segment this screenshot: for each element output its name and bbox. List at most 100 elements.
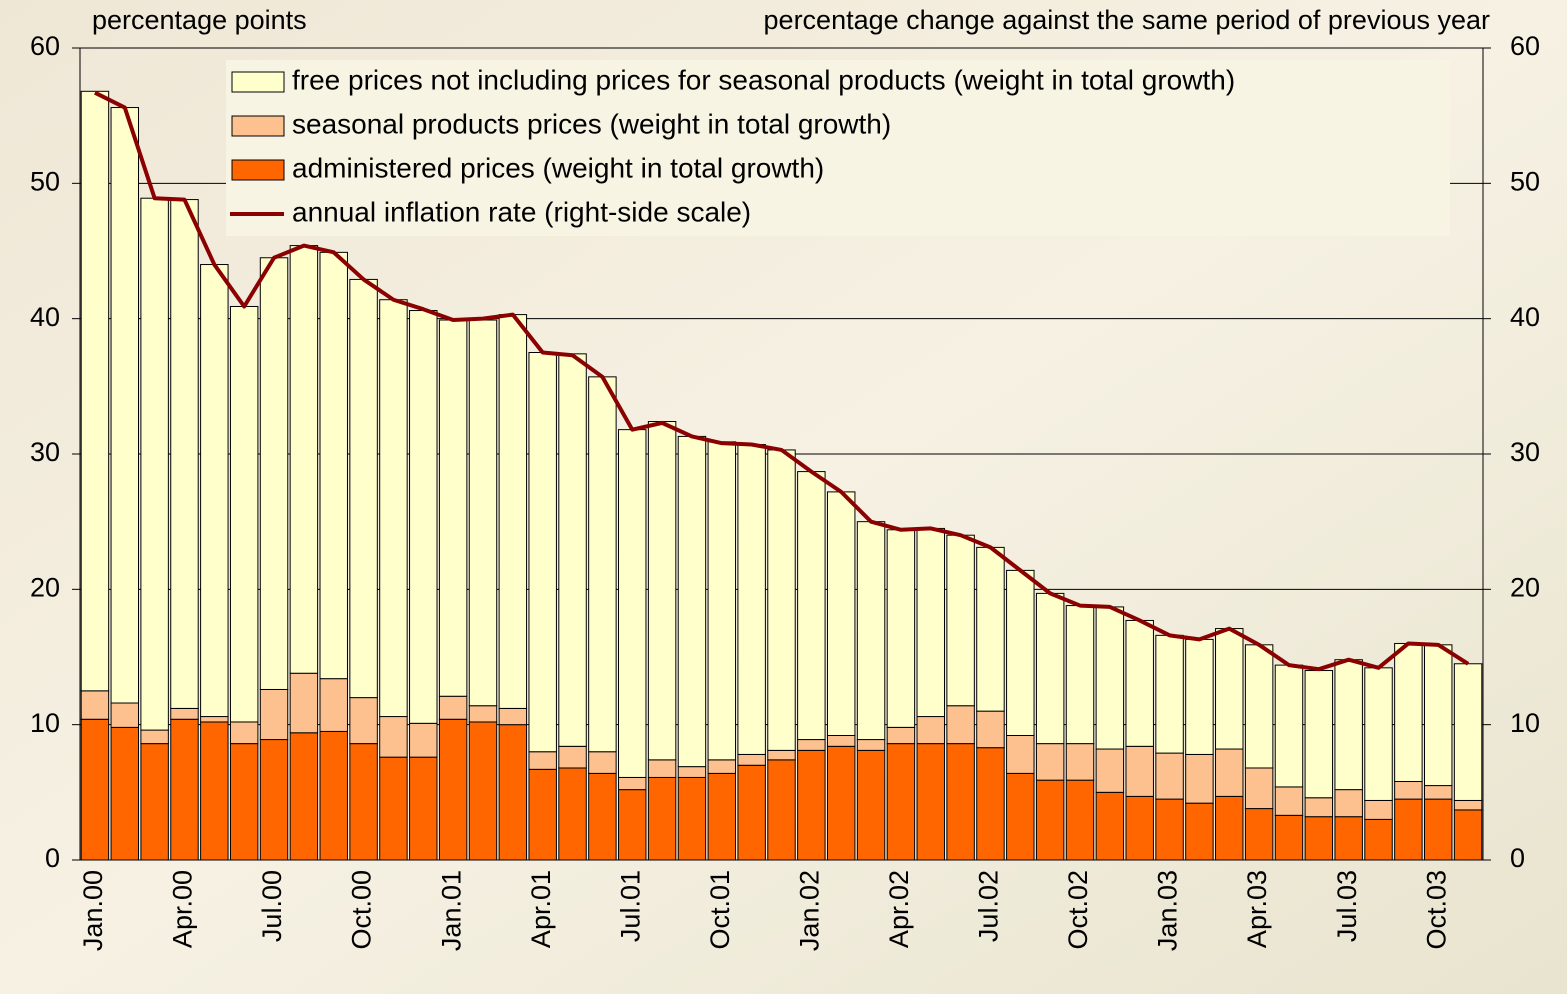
bar-segment [350, 744, 377, 860]
x-tick-label: Apr.03 [1242, 870, 1272, 948]
bar-segment [1335, 817, 1362, 860]
bar-segment [798, 472, 825, 740]
bar-segment [1216, 629, 1243, 749]
bar-segment [469, 320, 496, 706]
bar-segment [529, 752, 556, 770]
y-tick-label: 20 [30, 572, 60, 602]
bar-segment [201, 265, 228, 717]
y2-tick-label: 50 [1510, 166, 1540, 196]
bar-segment [1096, 607, 1123, 749]
bar-segment [1454, 800, 1481, 809]
bar-segment [350, 698, 377, 744]
x-tick-label: Jan.02 [794, 870, 824, 951]
bar-segment [648, 760, 675, 778]
bar-segment [768, 450, 795, 750]
x-tick-label: Oct.03 [1421, 870, 1451, 950]
y-tick-label: 0 [45, 843, 60, 873]
bar-segment [1245, 768, 1272, 809]
bar-segment [768, 760, 795, 860]
bar-segment [1036, 780, 1063, 860]
bar-segment [230, 306, 257, 721]
bar-segment [171, 200, 198, 709]
legend-swatch [232, 72, 284, 92]
bar-segment [290, 246, 317, 674]
bar-segment [678, 777, 705, 860]
bar-segment [798, 740, 825, 751]
x-tick-label: Oct.02 [1063, 870, 1093, 950]
bar-segment [1096, 749, 1123, 792]
bar-segment [410, 757, 437, 860]
bar-segment [201, 717, 228, 722]
bar-segment [1096, 792, 1123, 860]
bar-segment [410, 311, 437, 724]
bar-segment [738, 445, 765, 755]
bar-segment [768, 750, 795, 759]
bar-segment [1335, 660, 1362, 790]
bar-segment [1066, 606, 1093, 744]
bar-segment [320, 679, 347, 732]
bar-segment [1066, 780, 1093, 860]
bar-segment [81, 691, 108, 719]
bar-segment [1245, 645, 1272, 768]
bar-segment [1395, 782, 1422, 800]
x-tick-label: Jul.03 [1332, 870, 1362, 942]
bar-segment [678, 767, 705, 778]
bar-segment [1275, 815, 1302, 860]
bar-segment [589, 773, 616, 860]
bar-segment [141, 744, 168, 860]
bar-segment [708, 773, 735, 860]
bar-segment [947, 744, 974, 860]
bar-segment [1066, 744, 1093, 781]
bar-segment [1454, 810, 1481, 860]
bar-segment [1216, 796, 1243, 860]
bar-segment [141, 198, 168, 730]
bar-segment [1275, 787, 1302, 815]
legend: free prices not including prices for sea… [226, 60, 1450, 236]
bar-segment [529, 769, 556, 860]
bar-segment [380, 757, 407, 860]
x-tick-label: Jan.00 [78, 870, 108, 951]
bar-segment [798, 750, 825, 860]
bar-segment [260, 740, 287, 860]
bar-segment [1007, 570, 1034, 735]
bar-segment [738, 765, 765, 860]
legend-swatch [232, 160, 284, 180]
bar-segment [1036, 744, 1063, 781]
legend-label: administered prices (weight in total gro… [292, 152, 824, 183]
bar-segment [1156, 753, 1183, 799]
bar-segment [380, 300, 407, 717]
bar-segment [1395, 799, 1422, 860]
bar-segment [1424, 645, 1451, 786]
bar-segment [1007, 735, 1034, 773]
bar-segment [857, 740, 884, 751]
bar-segment [111, 727, 138, 860]
bar-segment [1335, 790, 1362, 817]
x-tick-label: Apr.02 [884, 870, 914, 948]
y-tick-label: 50 [30, 166, 60, 196]
chart: percentage points percentage change agai… [0, 0, 1567, 994]
y2-axis-title: percentage change against the same perio… [764, 5, 1490, 35]
bar-segment [887, 744, 914, 860]
y2-tick-label: 30 [1510, 437, 1540, 467]
bar-segment [1126, 796, 1153, 860]
bar-segment [857, 750, 884, 860]
bar-segment [1186, 754, 1213, 803]
bar-segment [320, 731, 347, 860]
legend-swatch [232, 116, 284, 136]
bar-segment [439, 696, 466, 719]
legend-label: annual inflation rate (right-side scale) [292, 196, 751, 227]
bar-segment [171, 708, 198, 719]
bar-segment [1186, 803, 1213, 860]
x-tick-label: Jul.00 [257, 870, 287, 942]
bar-segment [917, 528, 944, 716]
bar-segment [439, 320, 466, 696]
bar-segment [559, 768, 586, 860]
y-tick-label: 30 [30, 437, 60, 467]
x-tick-label: Jan.01 [436, 870, 466, 951]
bar-segment [290, 733, 317, 860]
bar-segment [1216, 749, 1243, 796]
bar-segment [1186, 639, 1213, 754]
bar-segment [111, 703, 138, 727]
bar-segment [648, 777, 675, 860]
bar-segment [827, 735, 854, 746]
